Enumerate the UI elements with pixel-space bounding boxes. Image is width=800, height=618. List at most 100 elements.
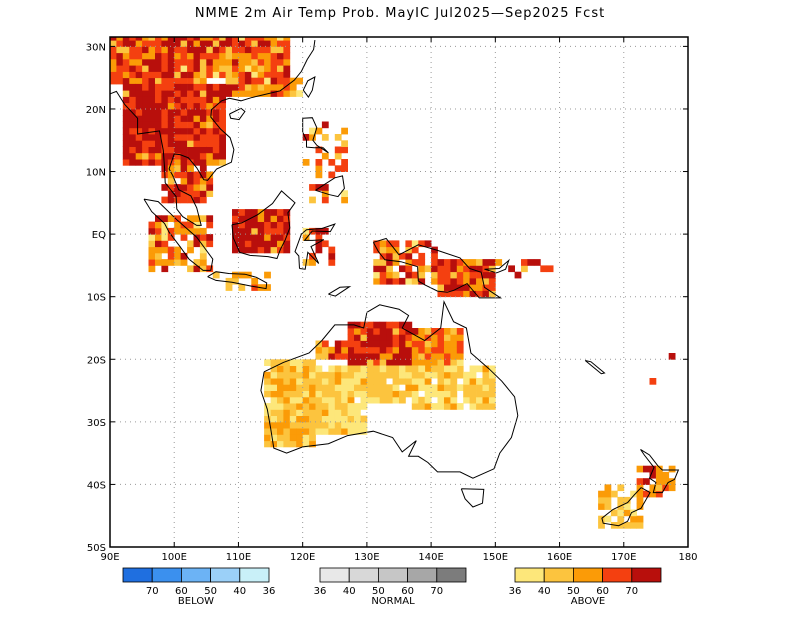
prob-cell <box>469 365 477 373</box>
prob-cell <box>206 265 214 273</box>
prob-cell <box>187 121 194 129</box>
prob-cell <box>302 134 310 141</box>
prob-cell <box>366 328 374 335</box>
prob-cell <box>456 359 464 366</box>
prob-cell <box>122 65 130 72</box>
prob-cell <box>219 83 226 91</box>
prob-cell <box>630 522 637 529</box>
prob-cell <box>199 246 207 254</box>
prob-cell <box>469 403 477 410</box>
prob-cell <box>161 115 169 122</box>
prob-cell <box>277 83 284 91</box>
prob-cell <box>225 77 233 85</box>
prob-cell <box>431 403 438 410</box>
prob-cell <box>379 321 387 329</box>
legend-swatch-below <box>151 567 182 583</box>
prob-cell <box>206 177 214 185</box>
prob-cell <box>238 37 246 41</box>
prob-cell <box>257 90 265 97</box>
prob-cell <box>334 396 342 404</box>
prob-cell <box>444 334 451 341</box>
prob-cell <box>328 415 336 423</box>
prob-cell <box>321 134 329 141</box>
prob-cell <box>174 227 181 235</box>
prob-cell <box>148 96 156 104</box>
prob-cell <box>411 390 419 398</box>
prob-cell <box>225 58 233 66</box>
prob-cell <box>148 252 156 260</box>
prob-cell <box>379 340 387 348</box>
prob-cell <box>630 515 637 523</box>
prob-cell <box>277 371 284 379</box>
prob-cell <box>360 378 368 385</box>
prob-cell <box>354 428 361 435</box>
prob-cell <box>212 52 220 60</box>
prob-cell <box>334 390 342 398</box>
prob-cell <box>341 390 348 398</box>
prob-cell <box>450 396 458 404</box>
prob-cell <box>309 259 316 266</box>
prob-cell <box>174 159 181 166</box>
prob-cell <box>257 246 265 254</box>
prob-cell <box>122 52 130 60</box>
prob-cell <box>193 58 201 66</box>
prob-cell <box>187 221 194 229</box>
prob-cell <box>161 234 169 241</box>
prob-cell <box>219 102 226 110</box>
prob-cell <box>366 334 374 341</box>
prob-cell <box>373 384 381 391</box>
prob-cell <box>283 384 291 391</box>
prob-cell <box>206 102 214 110</box>
prob-cell <box>405 252 413 260</box>
prob-cell <box>155 152 162 160</box>
prob-cell <box>636 478 644 485</box>
coastline <box>231 190 296 260</box>
prob-cell <box>341 353 348 360</box>
prob-cell <box>328 428 336 435</box>
prob-cell <box>373 246 381 254</box>
prob-cell <box>444 365 451 373</box>
prob-cell <box>418 271 426 279</box>
prob-cell <box>418 259 426 266</box>
prob-cell <box>360 353 368 360</box>
prob-cell <box>122 152 130 160</box>
prob-cell <box>219 46 226 54</box>
prob-cell <box>309 252 316 260</box>
prob-cell <box>296 403 303 410</box>
prob-cell <box>418 365 426 373</box>
prob-cell <box>257 234 265 241</box>
prob-cell <box>187 177 194 185</box>
prob-cell <box>315 390 323 398</box>
prob-cell <box>354 346 361 354</box>
prob-cell <box>296 396 303 404</box>
prob-cell <box>199 115 207 122</box>
prob-cell <box>309 396 316 404</box>
prob-cell <box>405 277 413 285</box>
prob-cell <box>142 52 149 60</box>
prob-cell <box>289 371 297 379</box>
prob-cell <box>199 109 207 116</box>
prob-cell <box>206 40 214 47</box>
prob-cell <box>148 102 156 110</box>
coastline <box>484 258 510 274</box>
prob-cell <box>135 40 143 47</box>
prob-cell <box>193 37 201 41</box>
prob-cell <box>328 252 336 260</box>
prob-cell <box>180 58 188 66</box>
prob-cell <box>155 234 162 241</box>
prob-cell <box>187 240 194 248</box>
prob-cell <box>315 403 323 410</box>
legend-tick-below: 70 <box>146 586 159 597</box>
prob-cell <box>437 259 445 266</box>
prob-cell <box>354 378 361 385</box>
prob-cell <box>199 190 207 197</box>
prob-cell <box>180 102 188 110</box>
legend-swatch-above <box>602 567 633 583</box>
prob-cell <box>199 265 207 273</box>
prob-cell <box>289 409 297 416</box>
prob-cell <box>135 37 143 41</box>
prob-cell <box>392 371 400 379</box>
prob-cell <box>155 159 162 166</box>
prob-cell <box>315 421 323 429</box>
prob-cell <box>187 37 194 41</box>
